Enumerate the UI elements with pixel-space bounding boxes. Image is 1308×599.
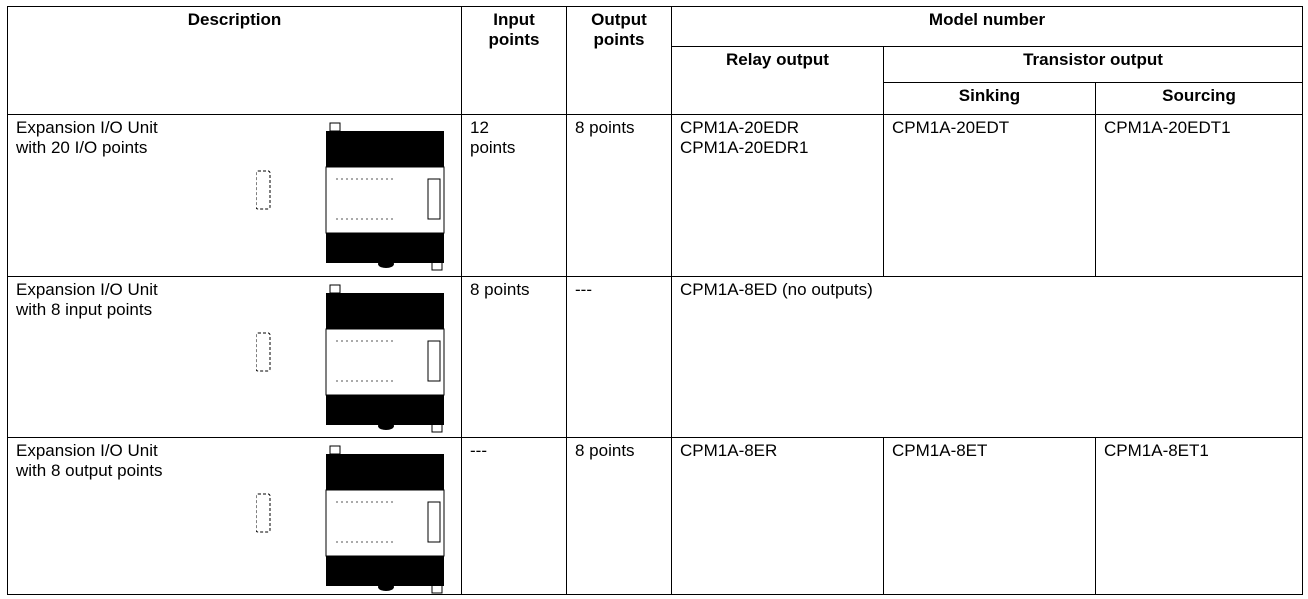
device-bottom (326, 556, 444, 586)
device-image (255, 121, 446, 276)
header-text: Description (187, 10, 282, 29)
cell: CPM1A-20EDT1 (1095, 114, 1303, 277)
mount-hole (431, 422, 443, 433)
cell-text: 8 points (575, 118, 635, 137)
cell-text: points (470, 138, 516, 157)
header-cell: Sinking (883, 82, 1096, 115)
device-port (427, 501, 441, 543)
cell: CPM1A-20EDT (883, 114, 1096, 277)
header-text: Input (493, 10, 535, 29)
product-table: Description Input points Output points Mod… (7, 6, 1303, 595)
description-cell: Expansion I/O Unit with 8 output points (7, 437, 462, 595)
cell-text: --- (470, 441, 487, 460)
cell: CPM1A-8ET (883, 437, 1096, 595)
device-image (255, 283, 446, 438)
description-line: with 8 input points (16, 300, 153, 319)
mount-hole (431, 260, 443, 271)
header-cell: Model number (671, 6, 1303, 47)
header-cell: Sourcing (1095, 82, 1303, 115)
header-text: Model number (928, 10, 1046, 29)
cell-text: --- (575, 280, 592, 299)
connector-outline (255, 332, 271, 372)
cell: --- (566, 276, 672, 438)
header-text: Transistor output (1023, 50, 1163, 69)
mount-hole (329, 445, 341, 455)
cell-text: CPM1A-20EDT1 (1104, 118, 1231, 137)
device-drawing (255, 445, 445, 594)
header-cell: Relay output (671, 46, 884, 115)
description-line: with 8 output points (16, 461, 163, 480)
cell-text: 8 points (575, 441, 635, 460)
device-port (427, 178, 441, 220)
description-line: Expansion I/O Unit (16, 441, 158, 460)
device-top (326, 293, 444, 329)
header-text: points (488, 30, 540, 49)
cell-text: CPM1A-8ET (892, 441, 988, 460)
header-cell: Output points (566, 6, 672, 115)
description-cell: Expansion I/O Unit with 8 input points (7, 276, 462, 438)
cell-text: CPM1A-8ER (680, 441, 778, 460)
description-line: Expansion I/O Unit (16, 118, 158, 137)
connector-outline (255, 493, 271, 533)
cell-text: CPM1A-20EDT (892, 118, 1010, 137)
device-clip (378, 260, 394, 268)
device-image (255, 444, 446, 599)
device-clip (378, 422, 394, 430)
description-line: with 20 I/O points (16, 138, 148, 157)
cell-text: CPM1A-8ED (no outputs) (680, 280, 873, 299)
device-bottom (326, 233, 444, 263)
device-drawing (255, 122, 445, 271)
device-top (326, 454, 444, 490)
device-body (325, 489, 445, 557)
cell: 8 points (461, 276, 567, 438)
cell-text: CPM1A-20EDR (680, 118, 800, 137)
header-text: Sourcing (1162, 86, 1236, 105)
cell: 8 points (566, 437, 672, 595)
device-bottom (326, 395, 444, 425)
header-text: points (593, 30, 645, 49)
device-port (427, 340, 441, 382)
device-clip (378, 583, 394, 591)
description-cell: Expansion I/O Unit with 20 I/O points (7, 114, 462, 277)
header-cell: Transistor output (883, 46, 1303, 83)
device-body (325, 328, 445, 396)
cell: 8 points (566, 114, 672, 277)
header-text: Output (591, 10, 647, 29)
header-cell: Description (7, 6, 462, 115)
header-cell: Input points (461, 6, 567, 115)
mount-hole (329, 122, 341, 132)
cell-text: CPM1A-8ET1 (1104, 441, 1209, 460)
mount-hole (431, 583, 443, 594)
cell: CPM1A-20EDR CPM1A-20EDR1 (671, 114, 884, 277)
cell: CPM1A-8ET1 (1095, 437, 1303, 595)
cell: --- (461, 437, 567, 595)
mount-hole (329, 284, 341, 294)
header-text: Sinking (958, 86, 1021, 105)
cell: 12 points (461, 114, 567, 277)
header-text: Relay output (726, 50, 829, 69)
cell: CPM1A-8ED (no outputs) (671, 276, 1303, 438)
device-drawing (255, 284, 445, 433)
cell-text: CPM1A-20EDR1 (680, 138, 809, 157)
cell: CPM1A-8ER (671, 437, 884, 595)
cell-text: 8 points (470, 280, 530, 299)
connector-outline (255, 170, 271, 210)
cell-text: 12 (470, 118, 489, 137)
device-top (326, 131, 444, 167)
description-line: Expansion I/O Unit (16, 280, 158, 299)
device-body (325, 166, 445, 234)
